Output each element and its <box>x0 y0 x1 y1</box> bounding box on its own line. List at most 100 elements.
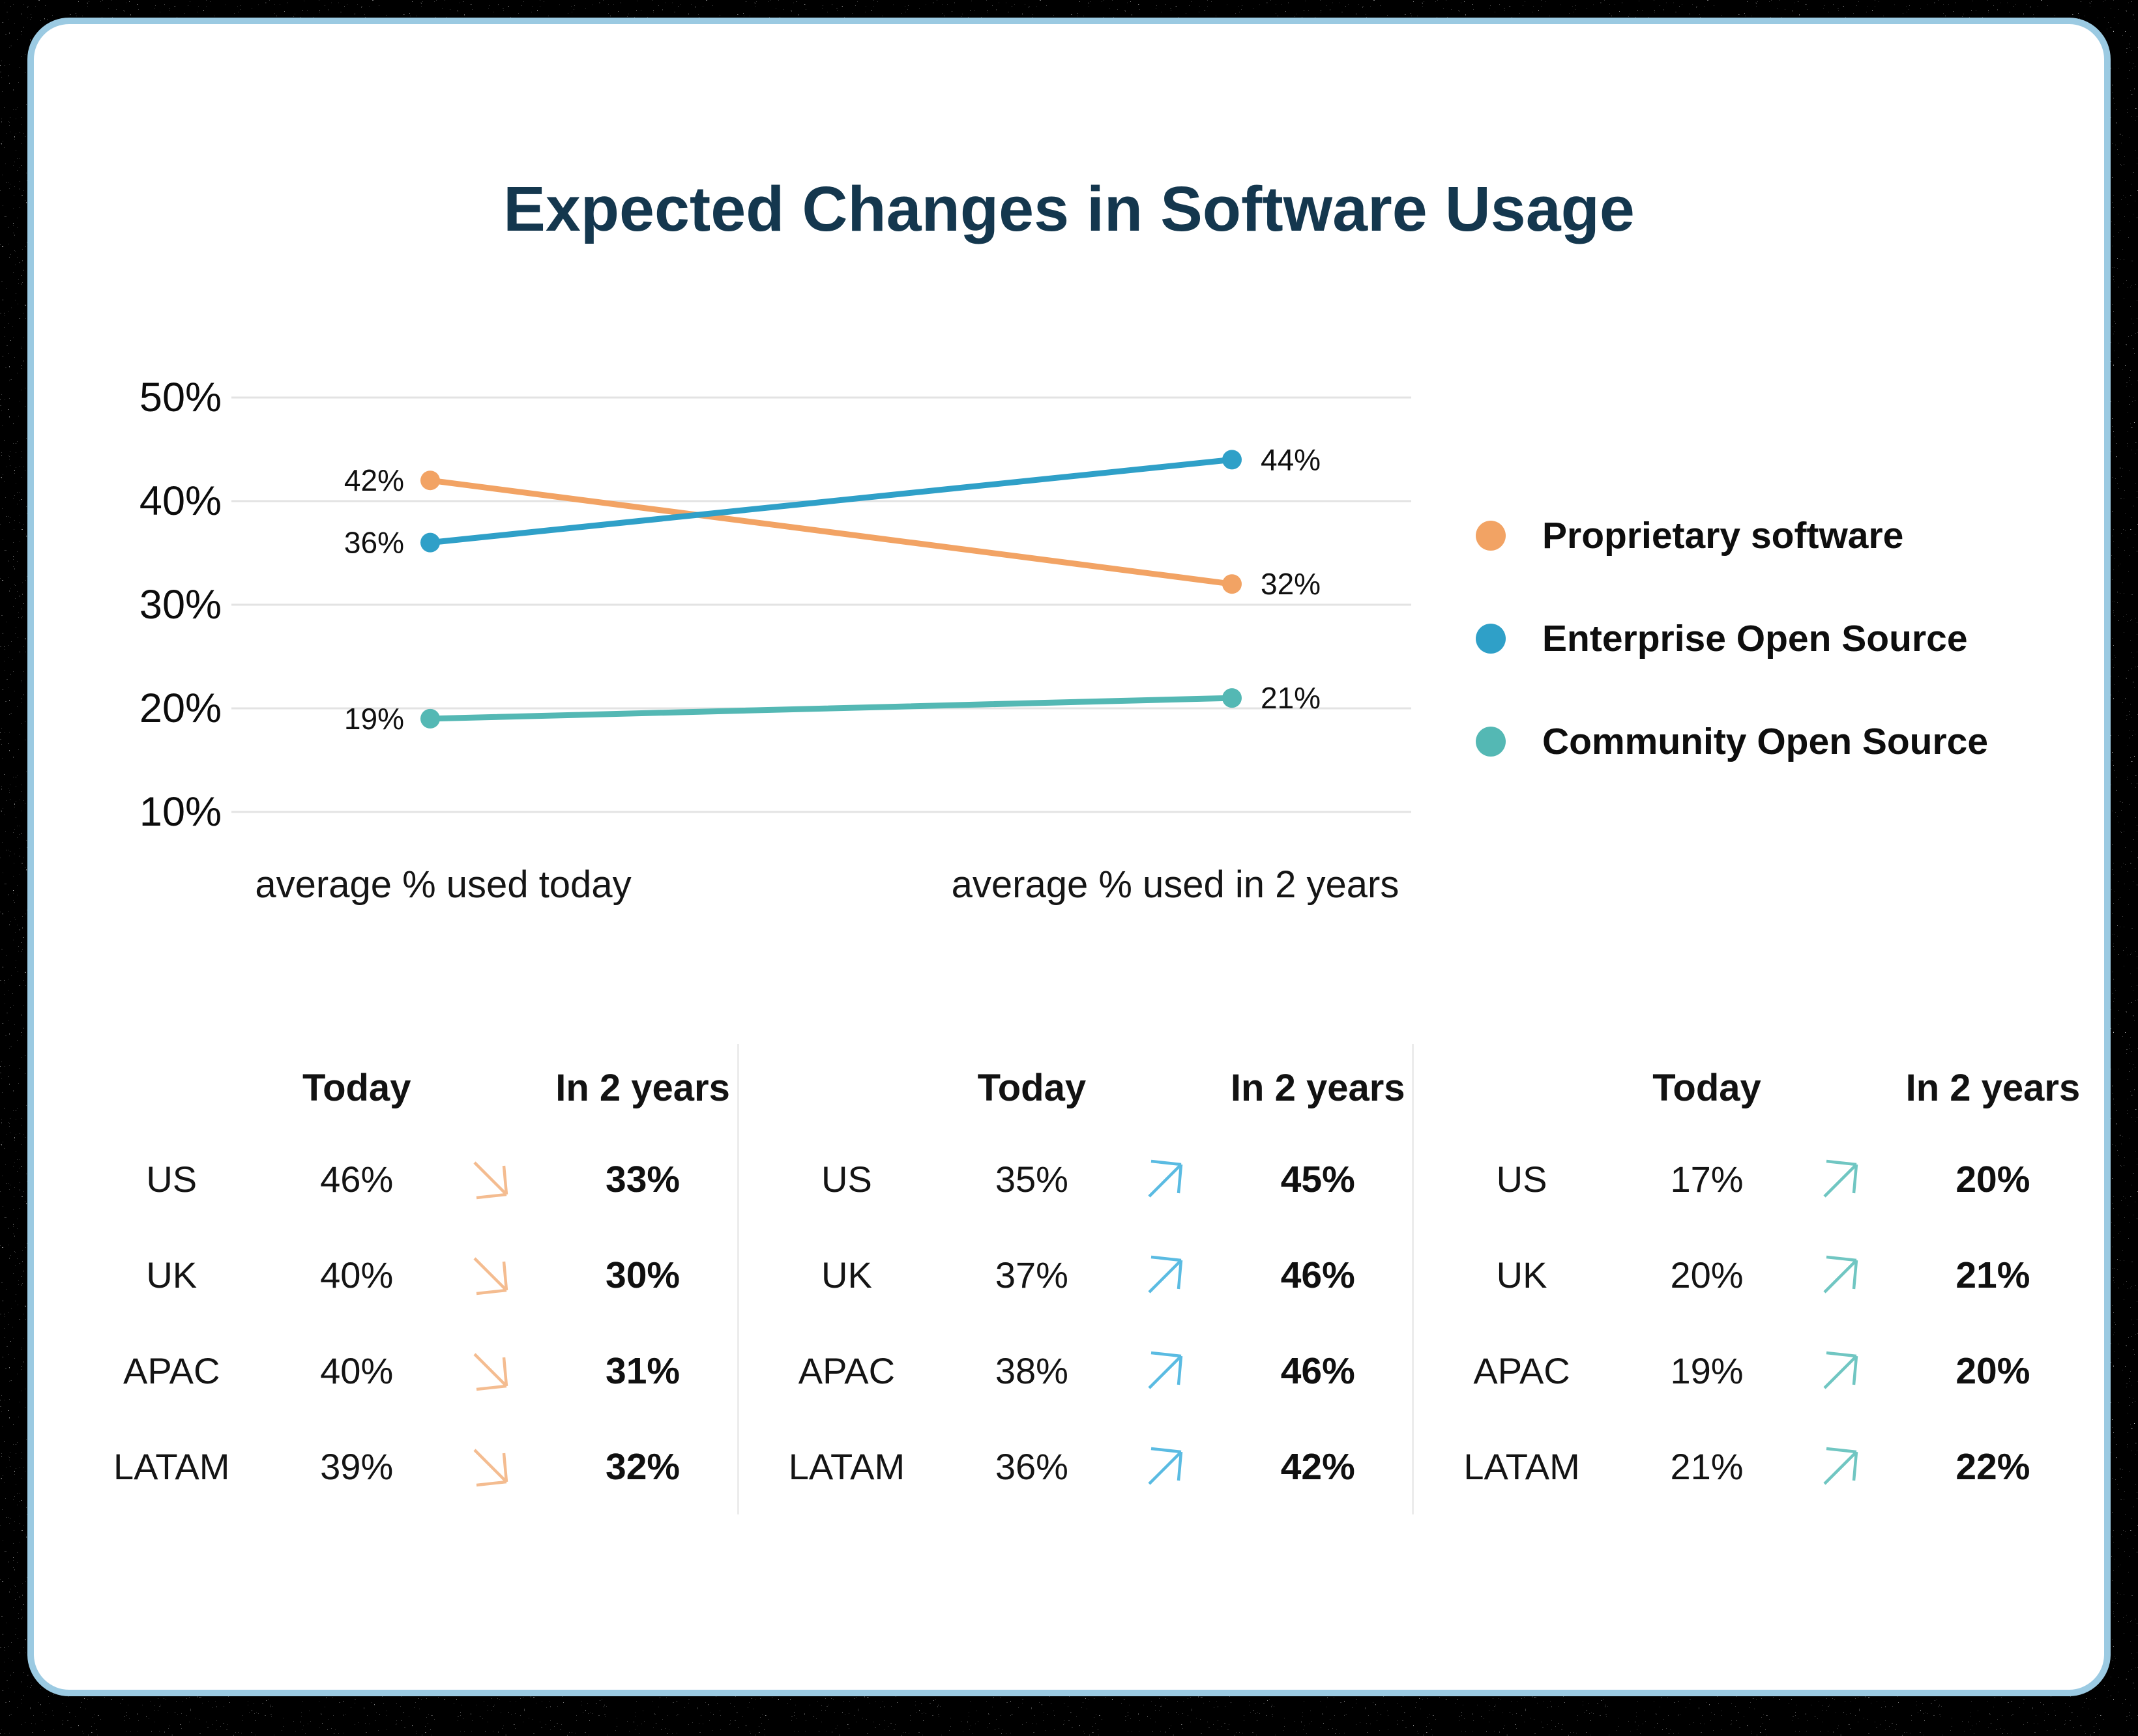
in-2-years-value: 31% <box>606 1350 681 1392</box>
today-value: 46% <box>320 1159 394 1200</box>
trend-arrow-cell <box>1820 1254 1863 1297</box>
region-label: UK <box>1496 1254 1547 1295</box>
today-value: 21% <box>1670 1446 1744 1487</box>
data-point <box>1222 450 1242 470</box>
column-header-today: Today <box>302 1066 411 1109</box>
region-label: US <box>1496 1159 1547 1200</box>
data-point <box>1222 574 1242 594</box>
data-point-label: 42% <box>344 463 404 497</box>
y-axis-tick-label: 50% <box>139 375 222 420</box>
data-point-label: 32% <box>1261 567 1321 601</box>
trend-arrow-cell <box>1820 1445 1863 1488</box>
in-2-years-value: 45% <box>1280 1158 1355 1200</box>
today-value: 40% <box>320 1350 394 1391</box>
legend-dot-icon <box>1476 624 1506 654</box>
region-label: APAC <box>1473 1350 1570 1391</box>
trend-up-arrow-icon <box>1148 1159 1183 1198</box>
in-2-years-value: 46% <box>1280 1350 1355 1392</box>
trend-up-arrow-icon <box>1823 1159 1858 1198</box>
trend-arrow-cell <box>470 1254 513 1297</box>
series-line <box>427 456 1235 546</box>
trend-up-arrow-icon <box>1823 1351 1858 1389</box>
region-table-2: Today In 2 years US 35% 45% UK 37% 46% APAC 38% 46… <box>737 1044 1413 1514</box>
region-label: LATAM <box>113 1446 230 1487</box>
region-label: US <box>146 1159 198 1200</box>
trend-down-arrow-icon <box>473 1448 508 1486</box>
legend-dot-icon <box>1476 727 1506 757</box>
slope-chart: 50% 40% 30% 20% 10% 42% 32% 36% 44% 19% 21% average… <box>139 375 1411 906</box>
trend-up-arrow-icon <box>1148 1351 1183 1389</box>
series-line <box>427 477 1235 587</box>
page-title: Expected Changes in Software Usage <box>503 173 1635 244</box>
trend-up-arrow-icon <box>1148 1255 1183 1294</box>
trend-up-arrow-icon <box>1823 1255 1858 1294</box>
today-value: 38% <box>995 1350 1068 1391</box>
region-table-1: Today In 2 years US 46% 33% UK 40% 30% APAC 40% 31… <box>64 1044 737 1514</box>
column-header-in-2-years: In 2 years <box>1230 1066 1405 1109</box>
in-2-years-value: 21% <box>1955 1254 2030 1296</box>
column-header-today: Today <box>1652 1066 1761 1109</box>
region-label: UK <box>821 1254 872 1295</box>
trend-arrow-cell <box>470 1158 513 1201</box>
today-value: 19% <box>1670 1350 1744 1391</box>
trend-arrow-cell <box>470 1445 513 1488</box>
region-label: LATAM <box>788 1446 905 1487</box>
today-value: 36% <box>995 1446 1068 1487</box>
legend-item: Proprietary software <box>1476 514 1988 557</box>
data-point-label: 44% <box>1261 442 1321 476</box>
y-axis-tick-label: 30% <box>139 582 222 628</box>
today-value: 35% <box>995 1159 1068 1200</box>
trend-arrow-cell <box>1145 1158 1188 1201</box>
trend-arrow-cell <box>1145 1350 1188 1393</box>
in-2-years-value: 20% <box>1955 1158 2030 1200</box>
region-table-3: Today In 2 years US 17% 20% UK 20% 21% APAC 19% 20… <box>1412 1044 2087 1514</box>
legend-item: Enterprise Open Source <box>1476 617 1988 660</box>
data-point-label: 19% <box>344 702 404 736</box>
x-axis-category-label: average % used in 2 years <box>952 863 1399 906</box>
trend-arrow-cell <box>1820 1350 1863 1393</box>
trend-down-arrow-icon <box>473 1256 508 1295</box>
legend-label: Enterprise Open Source <box>1542 618 1968 659</box>
today-value: 20% <box>1670 1254 1744 1295</box>
region-label: LATAM <box>1463 1446 1580 1487</box>
trend-down-arrow-icon <box>473 1161 508 1199</box>
content-card: Expected Changes in Software Usage 50% 40… <box>27 18 2111 1696</box>
data-point-label: 36% <box>344 526 404 560</box>
data-point <box>420 532 440 553</box>
in-2-years-value: 30% <box>606 1254 681 1296</box>
legend-label: Proprietary software <box>1542 515 1904 557</box>
trend-arrow-cell <box>1145 1254 1188 1297</box>
in-2-years-value: 42% <box>1280 1445 1355 1488</box>
in-2-years-value: 20% <box>1955 1350 2030 1392</box>
legend-dot-icon <box>1476 521 1506 551</box>
trend-arrow-cell <box>1820 1158 1863 1201</box>
data-point-label: 21% <box>1261 681 1321 715</box>
chart-legend: Proprietary software Enterprise Open Sour… <box>1476 514 1988 763</box>
today-value: 17% <box>1670 1159 1744 1200</box>
trend-arrow-cell <box>1145 1445 1188 1488</box>
region-label: APAC <box>123 1350 220 1391</box>
legend-item: Community Open Source <box>1476 720 1988 763</box>
trend-up-arrow-icon <box>1823 1447 1858 1485</box>
column-header-in-2-years: In 2 years <box>555 1066 730 1109</box>
in-2-years-value: 33% <box>606 1158 681 1200</box>
series-line <box>427 695 1235 722</box>
today-value: 40% <box>320 1254 394 1295</box>
data-point <box>1222 688 1242 708</box>
regional-tables: Today In 2 years US 46% 33% UK 40% 30% APAC 40% 31… <box>64 1044 2087 1514</box>
in-2-years-value: 46% <box>1280 1254 1355 1296</box>
x-axis-category-label: average % used today <box>255 863 631 906</box>
today-value: 39% <box>320 1446 394 1487</box>
trend-arrow-cell <box>470 1350 513 1393</box>
in-2-years-value: 32% <box>606 1445 681 1488</box>
column-header-in-2-years: In 2 years <box>1905 1066 2081 1109</box>
region-label: APAC <box>798 1350 896 1391</box>
trend-up-arrow-icon <box>1148 1447 1183 1485</box>
y-axis-tick-label: 20% <box>139 686 222 731</box>
column-header-today: Today <box>977 1066 1087 1109</box>
region-label: US <box>821 1159 872 1200</box>
trend-down-arrow-icon <box>473 1352 508 1391</box>
data-point <box>420 470 440 491</box>
y-axis-tick-label: 10% <box>139 789 222 835</box>
data-point <box>420 708 440 729</box>
